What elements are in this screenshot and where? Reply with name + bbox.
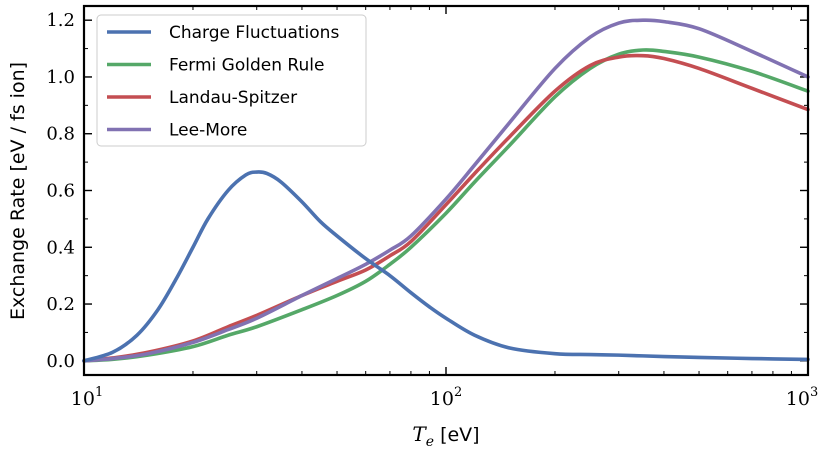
y-tick-label: 0.6 bbox=[46, 181, 75, 202]
y-tick-label: 0.4 bbox=[46, 237, 75, 258]
y-axis-label: Exchange Rate [eV / fs ion] bbox=[7, 62, 29, 320]
tick-labels: 0.0 0.2 0.4 0.6 0.8 1.0 1.2 101 102 103 bbox=[46, 10, 818, 410]
x-tick-label: 102 bbox=[430, 385, 462, 410]
legend-items: Charge Fluctuations Fermi Golden Rule Land… bbox=[107, 23, 339, 141]
legend-label-charge-fluctuations: Charge Fluctuations bbox=[169, 23, 339, 43]
y-tick-label: 1.0 bbox=[46, 67, 75, 88]
legend-label-lee-more: Lee-More bbox=[169, 121, 247, 141]
legend-label-fermi-golden-rule: Fermi Golden Rule bbox=[169, 56, 324, 76]
series-lines bbox=[82, 18, 810, 363]
y-tick-label: 0.8 bbox=[46, 124, 75, 145]
series-line-landau-spitzer bbox=[82, 53, 810, 363]
x-axis-label: Te [eV] bbox=[412, 422, 479, 450]
y-tick-label: 0.0 bbox=[46, 351, 75, 372]
legend-box bbox=[96, 14, 367, 147]
series-line-fermi-golden-rule bbox=[82, 48, 810, 363]
y-tick-label: 1.2 bbox=[46, 10, 75, 31]
x-tick-label: 103 bbox=[786, 385, 818, 410]
y-tick-label: 0.2 bbox=[46, 294, 75, 315]
plot-frame bbox=[82, 4, 810, 377]
x-tick-label: 101 bbox=[71, 385, 103, 410]
legend-label-landau-spitzer: Landau-Spitzer bbox=[169, 88, 297, 108]
series-line-charge-fluctuations bbox=[82, 170, 810, 363]
series-line-lee-more bbox=[82, 18, 810, 363]
legend: Charge Fluctuations Fermi Golden Rule Land… bbox=[96, 14, 367, 147]
